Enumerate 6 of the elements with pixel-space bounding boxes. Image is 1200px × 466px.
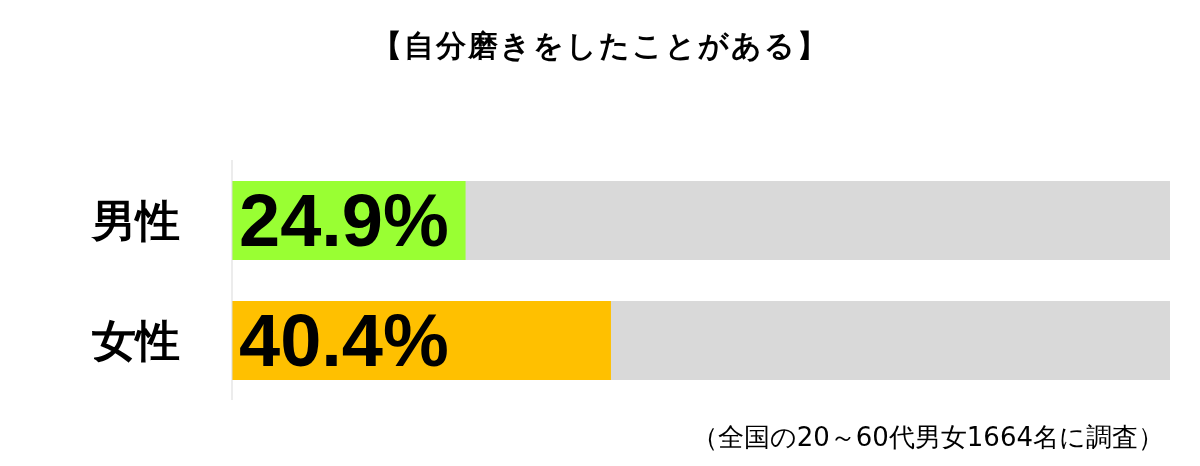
y-tick-label: 女性: [92, 314, 180, 366]
y-tick-label: 男性: [90, 194, 180, 246]
chart-title: 【自分磨きをしたことがある】: [370, 27, 830, 65]
data-label: 24.9%: [239, 179, 449, 262]
text: （全国の20～60代男女1664名に調査）: [691, 421, 1164, 454]
data-label: 40.4%: [239, 299, 449, 382]
